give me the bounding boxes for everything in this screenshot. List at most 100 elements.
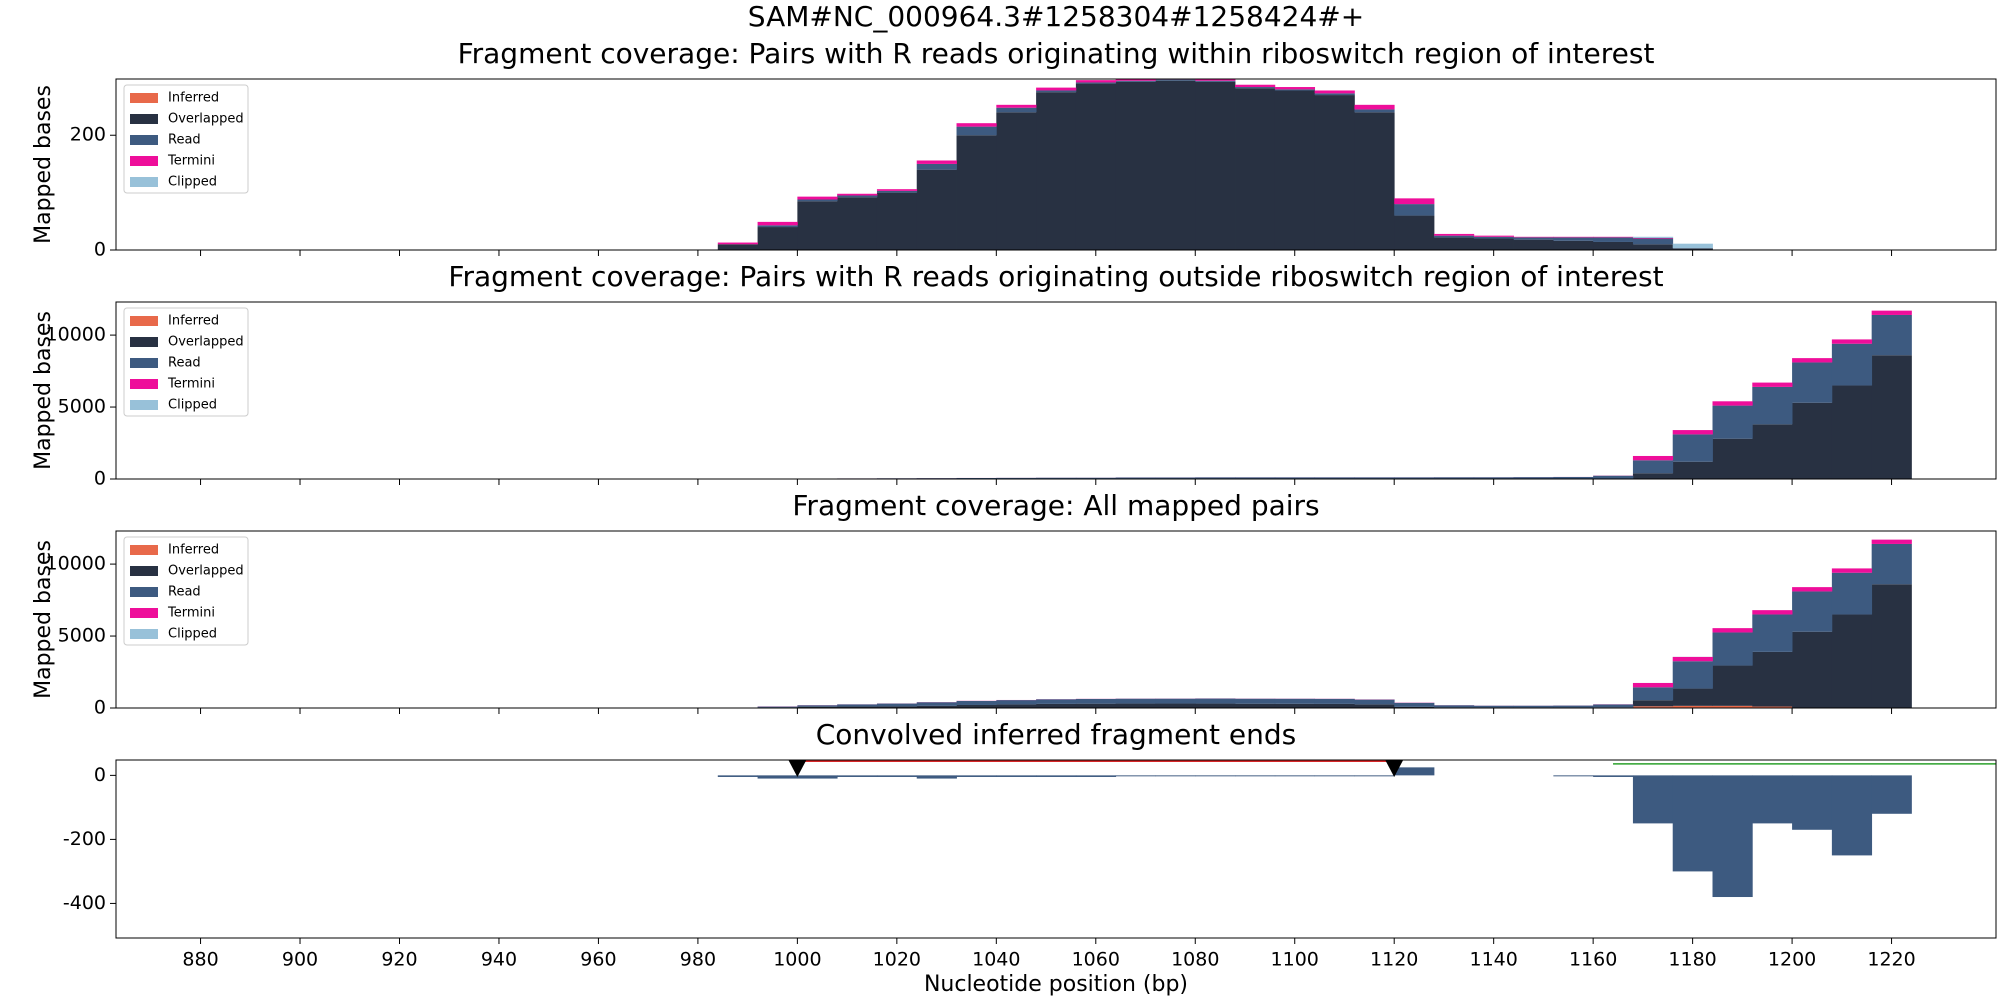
area-step <box>1831 572 1873 615</box>
legend-label: Inferred <box>168 543 219 558</box>
area-step <box>1036 87 1077 91</box>
area-step <box>996 704 1037 708</box>
x-tick-label: 1080 <box>1171 949 1219 971</box>
area-step <box>1036 703 1077 708</box>
area-step <box>956 700 997 705</box>
x-tick-label: 920 <box>381 949 417 971</box>
area-step <box>1752 610 1793 615</box>
y-tick-label: 0 <box>94 468 106 490</box>
bar <box>1752 775 1793 824</box>
area-step <box>1632 682 1674 688</box>
area-step <box>916 169 957 250</box>
area-step <box>1632 473 1674 479</box>
area-step <box>1593 236 1634 238</box>
area-step <box>1115 703 1156 708</box>
marker <box>1385 759 1404 777</box>
bar <box>757 775 798 779</box>
panel-title: Fragment coverage: Pairs with R reads or… <box>448 260 1663 293</box>
area-step <box>1672 248 1713 250</box>
legend-label: Overlapped <box>168 112 244 127</box>
area-step <box>757 225 798 228</box>
area-step <box>996 107 1037 113</box>
area-step <box>1394 706 1435 708</box>
bar <box>1712 775 1753 898</box>
area-step <box>956 135 997 250</box>
legend-label: Read <box>168 133 201 148</box>
y-tick-label: -400 <box>63 892 106 914</box>
axes-frame <box>115 530 1997 709</box>
area-step <box>1632 237 1674 239</box>
area-step <box>717 244 758 250</box>
area-step <box>1195 79 1236 81</box>
area-step <box>1274 90 1316 250</box>
area-step <box>797 196 838 200</box>
bar <box>1235 775 1276 777</box>
area-step <box>1354 699 1395 705</box>
legend-swatch <box>130 316 158 326</box>
area-step <box>876 706 918 708</box>
legend-swatch <box>130 379 158 389</box>
area-step <box>1593 475 1634 479</box>
x-tick-label: 1040 <box>972 949 1020 971</box>
area-step <box>1394 215 1435 250</box>
legend-swatch <box>130 135 158 145</box>
area-step <box>1274 703 1316 708</box>
area-step <box>1553 236 1594 238</box>
area-step <box>1632 455 1674 461</box>
area-step <box>996 112 1037 250</box>
area-step <box>1831 614 1873 708</box>
legend-swatch <box>130 177 158 187</box>
area-step <box>1672 461 1713 479</box>
area-step <box>876 192 918 250</box>
area-step <box>1314 93 1355 96</box>
bar <box>1394 767 1435 776</box>
area-step <box>1075 82 1117 84</box>
legend-swatch <box>130 566 158 576</box>
area-step <box>1672 243 1713 249</box>
area-step <box>1354 704 1395 708</box>
area-step <box>1115 79 1156 81</box>
legend-label: Read <box>168 356 201 371</box>
area-step <box>1235 88 1276 250</box>
y-tick-label: 0 <box>94 239 106 261</box>
x-tick-label: 980 <box>680 949 716 971</box>
area-step <box>1314 90 1355 94</box>
area-step <box>876 190 918 193</box>
marker <box>788 759 807 777</box>
x-tick-label: 1140 <box>1469 949 1517 971</box>
area-step <box>1513 237 1554 240</box>
area-step <box>1831 339 1873 344</box>
area-step <box>1036 699 1077 704</box>
y-tick-label: -200 <box>63 828 106 850</box>
area-step <box>1155 79 1196 81</box>
area-step <box>1433 233 1475 236</box>
area-step <box>1274 87 1316 90</box>
area-step <box>1792 402 1833 479</box>
bar <box>1195 775 1236 777</box>
area-step <box>1632 460 1674 474</box>
area-step <box>1752 614 1793 652</box>
legend-swatch <box>130 337 158 347</box>
area-step <box>1831 568 1873 573</box>
y-tick-label: 200 <box>70 124 106 146</box>
area-step <box>837 195 878 198</box>
area-step <box>1115 698 1156 704</box>
bar <box>1274 775 1316 777</box>
area-step <box>1752 382 1793 387</box>
area-step <box>1593 241 1634 250</box>
bar <box>1593 775 1634 777</box>
x-tick-label: 960 <box>580 949 616 971</box>
area-step <box>876 703 918 707</box>
area-step <box>1314 95 1355 250</box>
area-step <box>1632 244 1674 250</box>
bar <box>956 775 997 777</box>
area-step <box>1473 236 1514 239</box>
area-step <box>916 163 957 170</box>
legend-swatch <box>130 358 158 368</box>
bar <box>1354 775 1395 777</box>
area-step <box>1394 702 1435 707</box>
area-step <box>1871 314 1912 356</box>
area-step <box>1831 343 1873 386</box>
area-step <box>1632 700 1674 707</box>
